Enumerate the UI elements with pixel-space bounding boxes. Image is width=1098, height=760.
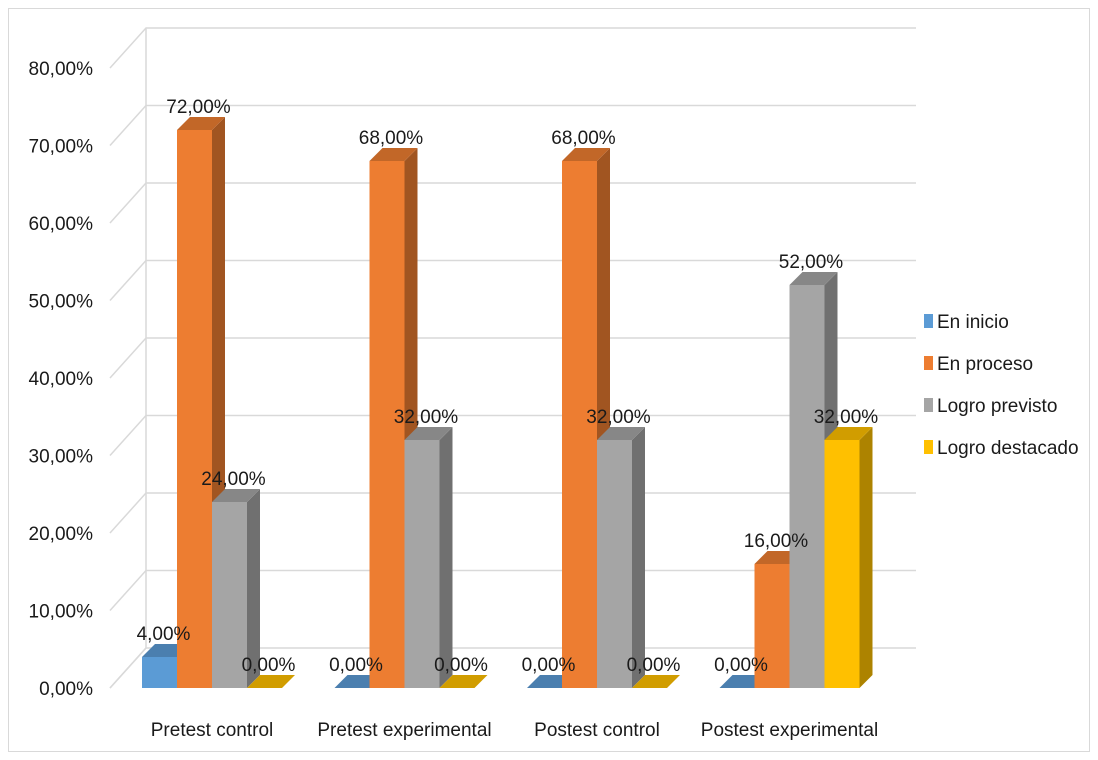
bar	[404, 427, 453, 688]
legend-label: Logro previsto	[937, 396, 1057, 417]
bar	[632, 675, 680, 688]
gridline	[109, 182, 916, 224]
bar-top	[177, 117, 225, 130]
data-label: 68,00%	[551, 128, 616, 149]
data-label: 4,00%	[137, 624, 191, 645]
legend-label: Logro destacado	[937, 438, 1079, 459]
y-tick-label: 30,00%	[29, 447, 94, 468]
legend-swatch	[924, 398, 933, 412]
y-tick-label: 70,00%	[29, 137, 94, 158]
y-tick-label: 20,00%	[29, 524, 94, 545]
y-tick-label: 40,00%	[29, 369, 94, 390]
legend-swatch	[924, 440, 933, 454]
gridline	[109, 569, 916, 612]
bar-top	[789, 272, 838, 285]
bar-side	[247, 489, 260, 688]
bar-front	[562, 161, 597, 688]
gridlines	[109, 27, 916, 689]
gridline	[109, 492, 916, 534]
data-label: 24,00%	[201, 469, 266, 490]
bar	[824, 427, 873, 688]
legend-swatch	[924, 356, 933, 370]
x-axis-categories: Pretest control Pretest experimental Poste…	[151, 720, 878, 741]
data-label: 0,00%	[434, 655, 488, 676]
data-label: 0,00%	[522, 655, 576, 676]
bar-side	[439, 427, 453, 688]
gridline	[109, 104, 916, 147]
bar-top	[632, 675, 680, 688]
gridline	[109, 27, 916, 69]
data-label: 32,00%	[394, 407, 459, 428]
bar-top	[404, 427, 453, 440]
data-label: 0,00%	[714, 655, 768, 676]
bar-front	[754, 564, 790, 688]
bar-top	[212, 489, 260, 502]
data-label: 0,00%	[627, 655, 681, 676]
data-label: 0,00%	[329, 655, 383, 676]
gridline	[109, 647, 916, 689]
bar-front	[369, 161, 405, 688]
gridline	[109, 259, 916, 302]
bar-side	[859, 427, 873, 688]
legend-swatch	[924, 314, 933, 328]
y-tick-label: 50,00%	[29, 292, 94, 313]
bar-front	[212, 502, 247, 688]
data-label: 32,00%	[814, 407, 879, 428]
y-tick-label: 10,00%	[29, 602, 94, 623]
bar	[212, 489, 260, 688]
data-label: 52,00%	[779, 252, 844, 273]
gridline	[109, 414, 916, 457]
x-category-label: Pretest control	[151, 720, 274, 741]
bar	[369, 148, 418, 688]
bar-front	[404, 440, 440, 688]
y-tick-label: 60,00%	[29, 214, 94, 235]
legend: En inicio En proceso Logro previsto Logro d…	[924, 312, 1079, 459]
y-axis-ticks: 0,00% 10,00% 20,00% 30,00% 40,00% 50,00% 60,00…	[29, 59, 94, 700]
data-labels: 4,00% 72,00% 24,00% 0,00% 0,00% 68,00% 32,00% 0…	[137, 97, 879, 676]
bar-front	[789, 285, 825, 688]
legend-label: En inicio	[937, 312, 1009, 333]
bar-side	[632, 427, 645, 688]
legend-label: En proceso	[937, 354, 1033, 375]
bar-front	[824, 440, 860, 688]
bar	[597, 427, 645, 688]
x-category-label: Pretest experimental	[317, 720, 491, 741]
x-category-label: Postest experimental	[701, 720, 878, 741]
bar	[247, 675, 295, 688]
bar-top	[824, 427, 873, 440]
bar-front	[142, 657, 177, 688]
bar	[439, 675, 488, 688]
data-label: 72,00%	[166, 97, 231, 118]
data-label: 68,00%	[359, 128, 424, 149]
y-tick-label: 0,00%	[39, 679, 93, 700]
gridline	[109, 337, 916, 379]
data-label: 0,00%	[242, 655, 296, 676]
bar-front	[177, 130, 212, 688]
x-category-label: Postest control	[534, 720, 660, 741]
bars	[142, 117, 873, 688]
data-label: 16,00%	[744, 531, 809, 552]
bar-top	[369, 148, 418, 161]
bar-top	[597, 427, 645, 440]
bar-top	[439, 675, 488, 688]
y-tick-label: 80,00%	[29, 59, 94, 80]
bar-top	[247, 675, 295, 688]
data-label: 32,00%	[586, 407, 651, 428]
bar-top	[562, 148, 610, 161]
bar-front	[597, 440, 632, 688]
